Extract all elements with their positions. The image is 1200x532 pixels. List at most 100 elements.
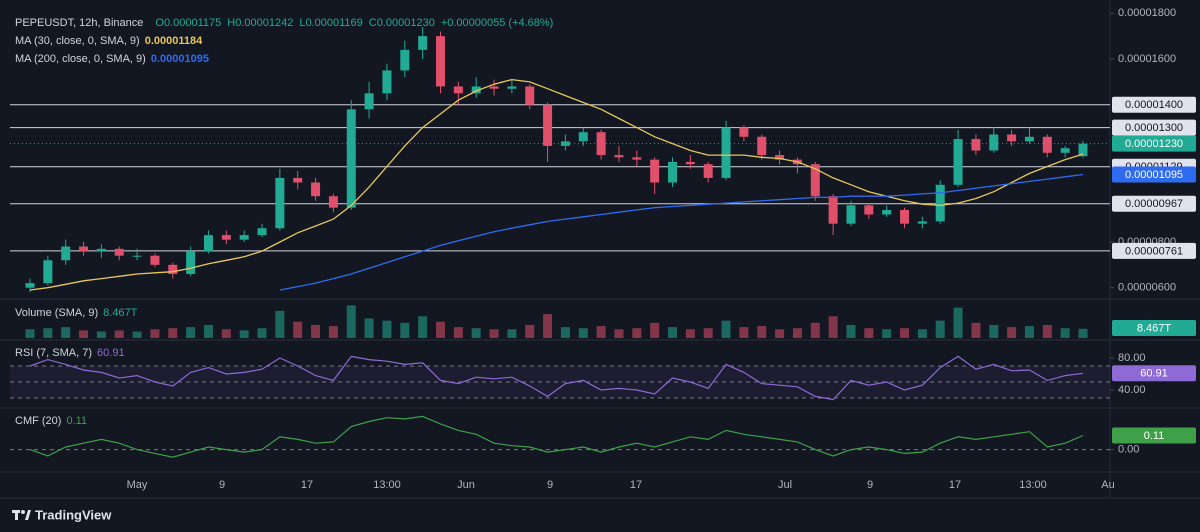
ma-last-label: 0.00001095 xyxy=(1125,169,1183,181)
volume-bar xyxy=(507,329,517,338)
rsi-band xyxy=(10,366,1110,398)
candle-body xyxy=(79,246,89,252)
volume-bar xyxy=(650,322,660,338)
candle-body xyxy=(382,70,392,94)
candle-body xyxy=(150,255,160,265)
candle-body xyxy=(900,209,910,224)
legend-value: 0.11 xyxy=(66,415,87,427)
volume-bar xyxy=(578,328,588,338)
price-line-label: 0.00001300 xyxy=(1125,122,1183,134)
moving-average xyxy=(29,78,1084,291)
legend-value: 8.467T xyxy=(103,307,138,319)
volume-bar xyxy=(757,326,767,338)
candle-body xyxy=(935,184,945,222)
logo xyxy=(12,510,31,520)
ohlc-value: C0.00001230 xyxy=(369,17,435,29)
candle-body xyxy=(239,235,249,240)
y-tick-label: 0.00001600 xyxy=(1118,53,1176,65)
x-tick-label: May xyxy=(127,479,148,491)
panel-separators xyxy=(0,0,1200,499)
x-tick-label: Jul xyxy=(778,479,792,491)
candle-body xyxy=(418,36,428,50)
candle-body xyxy=(596,132,606,156)
volume-bar xyxy=(186,327,196,338)
candle-body xyxy=(293,177,303,183)
volume-bar xyxy=(489,329,499,338)
volume-bar xyxy=(1007,327,1017,338)
volume-bar xyxy=(471,328,481,338)
volume-bar xyxy=(43,328,53,338)
logo-shape xyxy=(21,510,25,514)
volume-bar xyxy=(203,324,213,338)
candle-body xyxy=(257,228,267,236)
legend-name: MA (30, close, 0, SMA, 9) xyxy=(15,35,140,47)
candle-body xyxy=(1060,148,1070,153)
legend-entry: Volume (SMA, 9) 8.467T xyxy=(15,307,138,319)
ohlc-value: +0.00000055 (+4.68%) xyxy=(441,17,554,29)
price-line-box xyxy=(1112,96,1196,113)
legend-name: CMF (20) xyxy=(15,415,61,427)
candle-body xyxy=(275,177,285,229)
legend-entry: RSI (7, SMA, 7) 60.91 xyxy=(15,347,125,359)
price-line-box xyxy=(1112,242,1196,259)
volume-bar xyxy=(543,314,553,338)
candle-body xyxy=(882,209,892,215)
x-tick-label: Jun xyxy=(457,479,475,491)
candle-body xyxy=(757,136,767,156)
ohlc-value: O0.00001175 xyxy=(155,17,221,29)
volume-bar xyxy=(61,327,71,338)
indicator-last-box xyxy=(1112,427,1196,444)
volume-bar xyxy=(1042,324,1052,338)
candle-body xyxy=(96,248,106,252)
volume-bar xyxy=(96,331,106,338)
indicator-line xyxy=(29,415,1084,458)
x-tick-label: 17 xyxy=(630,479,642,491)
volume-bar xyxy=(25,329,35,338)
candle-body xyxy=(989,134,999,151)
volume-bar xyxy=(346,305,356,338)
volume-bar xyxy=(596,326,606,338)
y-tick-label: 40.00 xyxy=(1118,384,1146,396)
volume-last-box xyxy=(1112,320,1196,336)
volume-bar xyxy=(864,328,874,338)
candle-body xyxy=(1024,136,1034,142)
ohlc-value: H0.00001242 xyxy=(227,17,293,29)
candle-body xyxy=(507,86,517,89)
candle-body xyxy=(1007,134,1017,142)
volume-bar xyxy=(614,329,624,338)
candle-body xyxy=(614,155,624,158)
last-price-label: 0.00001230 xyxy=(1125,138,1183,150)
legend-entry: CMF (20) 0.11 xyxy=(15,415,87,427)
volume-bar xyxy=(364,318,374,338)
candle-body xyxy=(25,283,35,288)
volume-bar xyxy=(846,324,856,338)
volume-bar xyxy=(685,329,695,338)
x-tick-label: Au xyxy=(1101,479,1114,491)
volume-bar xyxy=(810,322,820,338)
volume-bar xyxy=(971,322,981,338)
volume-bar xyxy=(221,329,231,338)
candle-body xyxy=(328,196,338,208)
x-tick-label: 9 xyxy=(219,479,225,491)
legend-name: Volume (SMA, 9) xyxy=(15,307,98,319)
volume-bar xyxy=(668,327,678,338)
legend-value: 0.00001184 xyxy=(145,35,203,47)
volume-last-label: 8.467T xyxy=(1137,322,1172,334)
ma-last-box xyxy=(1112,166,1196,183)
logo-shape xyxy=(25,510,31,520)
candle-body xyxy=(953,139,963,185)
legend-entry: MA (30, close, 0, SMA, 9) 0.00001184 xyxy=(15,35,203,47)
volume-bar xyxy=(257,328,267,338)
y-tick-label: 0.00 xyxy=(1118,443,1139,455)
candle-body xyxy=(578,132,588,142)
x-tick-label: 17 xyxy=(949,479,961,491)
volume-bar xyxy=(792,328,802,338)
candle-body xyxy=(828,196,838,224)
price-line-label: 0.00000761 xyxy=(1125,245,1183,257)
y-tick-label: 0.00000600 xyxy=(1118,282,1176,294)
volume-bar xyxy=(703,328,713,338)
price-line-label: 0.00001400 xyxy=(1125,99,1183,111)
volume-bar xyxy=(989,324,999,338)
x-tick-label: 9 xyxy=(547,479,553,491)
volume-bar xyxy=(739,327,749,338)
